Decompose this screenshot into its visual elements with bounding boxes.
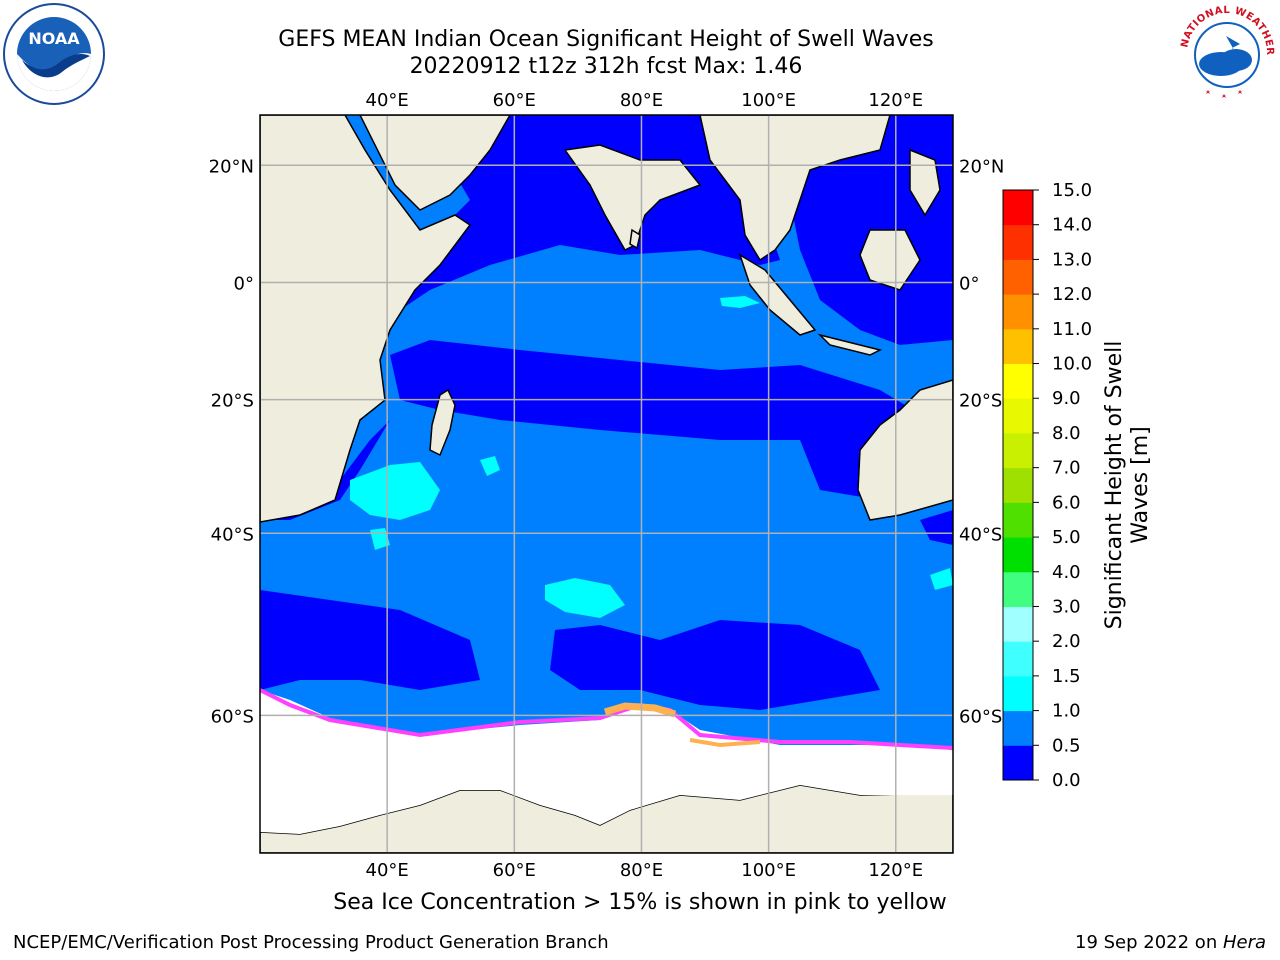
lon-label-bottom: 100°E xyxy=(741,860,796,881)
lat-label-left: 60°S xyxy=(211,706,254,727)
colorbar-tick-label: 0.0 xyxy=(1052,770,1081,791)
lon-label-top: 60°E xyxy=(493,90,536,111)
sea-ice-warm-patch xyxy=(603,702,677,718)
lat-label-right: 0° xyxy=(959,273,979,294)
colorbar-tick-label: 4.0 xyxy=(1052,562,1081,583)
sea-ice-note: Sea Ice Concentration > 15% is shown in … xyxy=(333,890,947,915)
colorbar-tick-label: 3.0 xyxy=(1052,596,1081,617)
colorbar-tick-label: 2.0 xyxy=(1052,631,1081,652)
colorbar-cell xyxy=(1003,190,1033,226)
lat-label-right: 20°N xyxy=(959,156,1004,177)
lon-labels-top: 40°E 60°E 80°E 100°E 120°E xyxy=(366,90,924,111)
lat-label-left: 20°S xyxy=(211,391,254,412)
lat-label-right: 20°S xyxy=(959,391,1002,412)
colorbar-cell xyxy=(1003,571,1033,607)
colorbar-tick-label: 5.0 xyxy=(1052,527,1081,548)
colorbar-cell xyxy=(1003,328,1033,365)
colorbar-tick-label: 14.0 xyxy=(1052,215,1092,236)
nws-logo-icon: NATIONAL WEATHER SERVICE xyxy=(1176,2,1275,101)
lon-label-top: 40°E xyxy=(366,90,409,111)
colorbar-tick-label: 12.0 xyxy=(1052,284,1092,305)
colorbar-cell xyxy=(1003,224,1033,260)
colorbar-cell xyxy=(1003,606,1033,642)
colorbar-cell xyxy=(1003,710,1033,746)
colorbar-cell xyxy=(1003,502,1033,538)
lat-label-left: 20°N xyxy=(209,156,254,177)
colorbar-tick-label: 11.0 xyxy=(1052,319,1092,340)
colorbar-tick-label: 1.0 xyxy=(1052,701,1081,722)
colorbar-tick-label: 0.5 xyxy=(1052,735,1081,756)
colorbar-frame xyxy=(1002,189,1034,781)
colorbar-cell xyxy=(1003,537,1033,573)
noaa-logo-icon: NOAA xyxy=(3,3,105,105)
colorbar xyxy=(1003,190,1033,781)
colorbar-tick-label: 7.0 xyxy=(1052,458,1081,479)
lon-label-bottom: 40°E xyxy=(366,860,409,881)
colorbar-tick-label: 10.0 xyxy=(1052,354,1092,375)
lat-label-left: 0° xyxy=(234,273,254,294)
lon-label-bottom: 80°E xyxy=(620,860,663,881)
colorbar-cell xyxy=(1003,363,1033,399)
colorbar-cell xyxy=(1003,432,1033,469)
colorbar-ticks: 0.0 0.5 1.0 1.5 2.0 3.0 4.0 5.0 6.0 7.0 8.0 9.0 10.0… xyxy=(1033,180,1092,791)
colorbar-title-line1: Significant Height of Swell xyxy=(1102,340,1127,630)
footer-date-text: 19 Sep 2022 on xyxy=(1075,932,1223,953)
lon-label-top: 120°E xyxy=(868,90,923,111)
map-gridlines xyxy=(260,115,953,853)
colorbar-tick-label: 9.0 xyxy=(1052,388,1081,409)
footer-branch: NCEP/EMC/Verification Post Processing Pr… xyxy=(13,932,609,953)
colorbar-tick-label: 15.0 xyxy=(1052,180,1092,201)
colorbar-cell xyxy=(1003,467,1033,503)
footer-date: 19 Sep 2022 on Hera xyxy=(1075,932,1266,953)
lat-labels-left: 20°N 0° 20°S 40°S 60°S xyxy=(209,156,254,727)
colorbar-tick-label: 13.0 xyxy=(1052,249,1092,270)
sea-ice-region xyxy=(260,690,953,834)
sea-ice-warm-patch-2 xyxy=(689,738,761,748)
colorbar-cell xyxy=(1003,398,1033,434)
chart-subtitle: 20220912 t12z 312h fcst Max: 1.46 xyxy=(409,54,803,79)
colorbar-cell xyxy=(1003,259,1033,295)
swell-1.0-1.5-patches xyxy=(350,296,953,618)
lon-label-bottom: 60°E xyxy=(493,860,536,881)
lon-labels-bottom: 40°E 60°E 80°E 100°E 120°E xyxy=(366,860,924,881)
chart-title: GEFS MEAN Indian Ocean Significant Heigh… xyxy=(278,27,934,52)
colorbar-tick-label: 8.0 xyxy=(1052,423,1081,444)
lon-label-top: 80°E xyxy=(620,90,663,111)
lat-label-right: 60°S xyxy=(959,706,1002,727)
footer-machine: Hera xyxy=(1222,932,1266,953)
colorbar-tick-label: 1.5 xyxy=(1052,666,1081,687)
map-frame xyxy=(259,114,954,854)
colorbar-cell xyxy=(1003,641,1033,677)
lon-label-bottom: 120°E xyxy=(868,860,923,881)
lon-label-top: 100°E xyxy=(741,90,796,111)
colorbar-cell xyxy=(1003,294,1033,330)
colorbar-cell xyxy=(1003,745,1033,781)
noaa-logo-text: NOAA xyxy=(28,29,80,48)
colorbar-tick-label: 6.0 xyxy=(1052,492,1081,513)
lat-label-right: 40°S xyxy=(959,524,1002,545)
colorbar-title-line2: Waves [m] xyxy=(1128,426,1153,544)
land-masses xyxy=(260,115,953,853)
lat-labels-right: 20°N 0° 20°S 40°S 60°S xyxy=(959,156,1004,727)
colorbar-cell xyxy=(1003,675,1033,712)
lat-label-left: 40°S xyxy=(211,524,254,545)
